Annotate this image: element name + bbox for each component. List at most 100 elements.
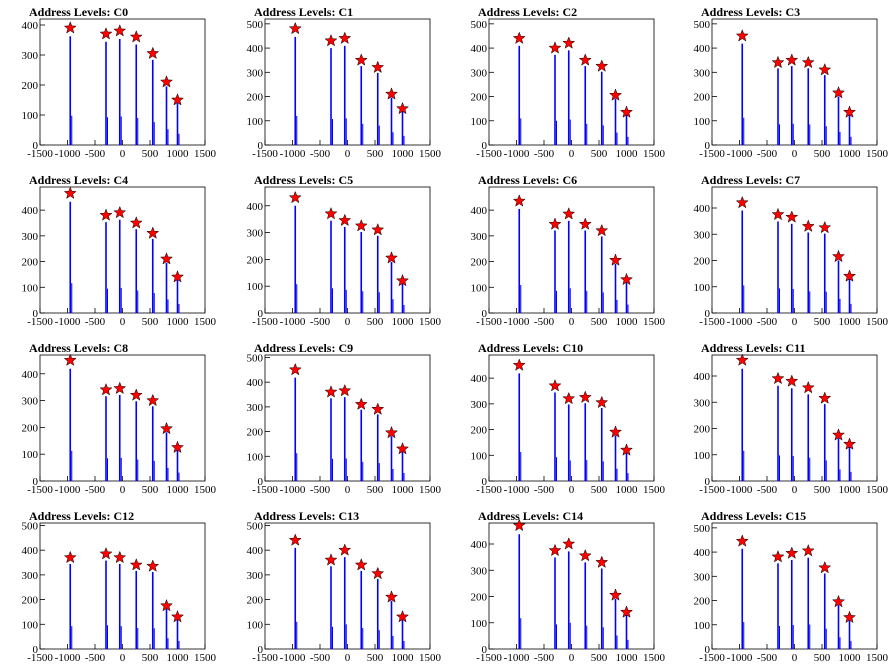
y-tick-label: 300 [22, 396, 39, 408]
x-tick-label: -1500 [252, 652, 278, 664]
x-tick-label: -1500 [252, 316, 278, 328]
x-tick-label: -1000 [504, 316, 530, 328]
level-marker [146, 393, 160, 407]
x-tick-label: 1000 [616, 652, 639, 664]
y-tick-label: 300 [247, 67, 264, 79]
x-tick-label: -1000 [280, 148, 306, 160]
x-tick-label: 1000 [616, 484, 639, 496]
level-marker [113, 205, 127, 219]
x-tick-label: 1000 [839, 316, 862, 328]
x-tick-label: 1500 [194, 484, 217, 496]
y-tick-label: 0 [705, 476, 711, 488]
level-marker [159, 598, 174, 612]
level-marker [338, 543, 352, 556]
y-tick-label: 100 [694, 450, 711, 462]
y-tick-label: 100 [22, 282, 39, 294]
y-tick-label: 100 [471, 450, 488, 462]
level-marker [129, 558, 143, 571]
chart-panel: Address Levels: C4 0 100 200 300 400 -1500 -100… [22, 173, 217, 328]
x-tick-label: 1000 [392, 316, 415, 328]
x-tick-label: 1000 [616, 316, 639, 328]
y-tick-label: 300 [247, 228, 264, 240]
x-tick-label: 1500 [419, 148, 442, 160]
x-tick-label: -1500 [27, 316, 53, 328]
x-tick-label: 0 [569, 316, 575, 328]
y-tick-label: 400 [22, 369, 39, 381]
level-marker [562, 537, 576, 550]
x-tick-label: -1000 [727, 652, 753, 664]
level-marker [801, 219, 815, 232]
chart-title: Address Levels: C5 [254, 173, 353, 187]
level-marker [595, 59, 609, 72]
level-marker [785, 53, 799, 66]
x-tick-label: 1500 [194, 148, 217, 160]
level-marker [395, 273, 410, 287]
chart-title: Address Levels: C10 [478, 341, 583, 355]
x-tick-label: 1500 [419, 484, 442, 496]
level-marker [170, 93, 185, 106]
chart-panel: Address Levels: C30100200300400500-1500-… [694, 5, 889, 160]
y-tick-label: 400 [471, 43, 488, 55]
chart-panel: Address Levels: C10100200300400500-1500-… [247, 5, 442, 160]
level-marker [619, 605, 634, 618]
level-marker [146, 46, 160, 60]
level-marker [170, 440, 185, 454]
x-tick-label: 1500 [643, 148, 666, 160]
x-tick-label: 500 [367, 316, 384, 328]
y-tick-label: 0 [482, 308, 488, 320]
level-marker [818, 220, 832, 234]
level-marker [324, 206, 338, 220]
level-marker [818, 62, 832, 76]
level-marker [801, 380, 815, 394]
x-tick-label: -500 [85, 484, 106, 496]
level-marker [578, 548, 592, 562]
level-marker [324, 385, 338, 398]
x-tick-label: -500 [757, 484, 778, 496]
level-marker [548, 217, 562, 230]
chart-title: Address Levels: C8 [29, 341, 128, 355]
x-tick-label: -1500 [699, 316, 725, 328]
plot-frame [711, 522, 878, 650]
level-marker [578, 217, 592, 230]
y-tick-label: 0 [482, 476, 488, 488]
y-tick-label: 100 [471, 282, 488, 294]
y-tick-label: 100 [247, 619, 264, 631]
x-tick-label: 500 [814, 148, 831, 160]
y-tick-label: 200 [471, 425, 488, 437]
y-tick-label: 500 [22, 520, 39, 532]
level-marker [113, 550, 127, 564]
x-tick-label: 500 [142, 652, 159, 664]
x-tick-label: 500 [591, 316, 608, 328]
chart-title: Address Levels: C7 [701, 173, 800, 187]
x-tick-label: 1000 [167, 484, 190, 496]
plot-frame [711, 354, 878, 482]
x-tick-label: 1500 [419, 316, 442, 328]
level-marker [512, 31, 526, 44]
y-tick-label: 200 [471, 592, 488, 604]
level-marker [842, 269, 857, 282]
level-marker [735, 195, 749, 209]
level-marker [288, 21, 302, 35]
chart-panel: Address Levels: C7 0 100 200 300 400 -1500 -100… [694, 173, 889, 328]
y-tick-label: 400 [694, 547, 711, 559]
x-tick-label: 1500 [866, 652, 889, 664]
plot-frame [488, 186, 655, 314]
x-tick-label: 1000 [392, 484, 415, 496]
x-tick-label: 0 [345, 148, 351, 160]
chart-title: Address Levels: C3 [701, 5, 800, 19]
y-tick-label: 400 [22, 205, 39, 217]
chart-panel: Address Levels: C5 0 100 200 300 400 -1500 -100… [247, 173, 442, 328]
y-tick-label: 0 [33, 140, 39, 152]
level-marker [354, 397, 368, 410]
level-marker [159, 75, 174, 88]
level-marker [63, 186, 77, 199]
y-tick-label: 100 [22, 449, 39, 461]
plot-frame [711, 186, 878, 314]
plot-frame [39, 354, 206, 482]
plot-frame [264, 522, 431, 650]
y-tick-label: 400 [694, 203, 711, 215]
x-tick-label: 0 [569, 484, 575, 496]
chart-panel: Address Levels: C11 0 100 200 300 400 -1500 -10… [694, 341, 889, 496]
x-tick-label: 1500 [643, 316, 666, 328]
